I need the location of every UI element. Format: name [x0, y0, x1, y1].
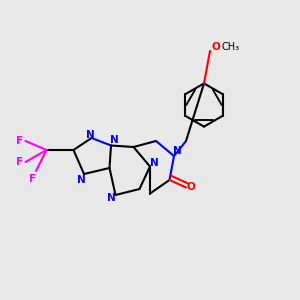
- Text: O: O: [186, 182, 195, 193]
- Text: N: N: [110, 135, 118, 145]
- Text: O: O: [212, 41, 220, 52]
- Text: N: N: [172, 146, 182, 157]
- Text: F: F: [16, 157, 23, 167]
- Text: N: N: [85, 130, 94, 140]
- Text: CH₃: CH₃: [221, 41, 239, 52]
- Text: F: F: [29, 173, 37, 184]
- Text: N: N: [106, 193, 116, 203]
- Text: F: F: [16, 136, 23, 146]
- Text: N: N: [76, 175, 85, 185]
- Text: N: N: [150, 158, 159, 169]
